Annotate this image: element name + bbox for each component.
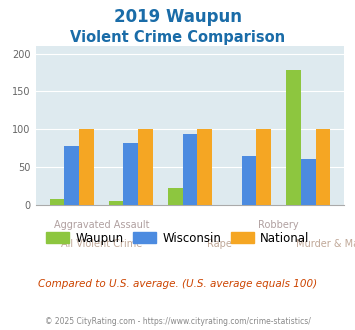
Bar: [50, 199, 64, 205]
Bar: [286, 70, 301, 205]
Bar: [182, 134, 197, 205]
Text: Murder & Mans...: Murder & Mans...: [296, 240, 355, 249]
Bar: [256, 129, 271, 205]
Bar: [168, 188, 182, 205]
Text: Robbery: Robbery: [258, 220, 299, 230]
Bar: [109, 201, 124, 205]
Bar: [301, 159, 316, 205]
Text: Compared to U.S. average. (U.S. average equals 100): Compared to U.S. average. (U.S. average …: [38, 279, 317, 289]
Text: Rape: Rape: [207, 240, 232, 249]
Text: Violent Crime Comparison: Violent Crime Comparison: [70, 30, 285, 45]
Text: 2019 Waupun: 2019 Waupun: [114, 8, 241, 26]
Bar: [316, 129, 330, 205]
Legend: Waupun, Wisconsin, National: Waupun, Wisconsin, National: [41, 227, 314, 249]
Bar: [64, 146, 79, 205]
Bar: [138, 129, 153, 205]
Text: All Violent Crime: All Violent Crime: [61, 240, 142, 249]
Text: © 2025 CityRating.com - https://www.cityrating.com/crime-statistics/: © 2025 CityRating.com - https://www.city…: [45, 317, 310, 326]
Bar: [124, 143, 138, 205]
Bar: [197, 129, 212, 205]
Text: Aggravated Assault: Aggravated Assault: [54, 220, 149, 230]
Bar: [242, 155, 256, 205]
Bar: [79, 129, 94, 205]
